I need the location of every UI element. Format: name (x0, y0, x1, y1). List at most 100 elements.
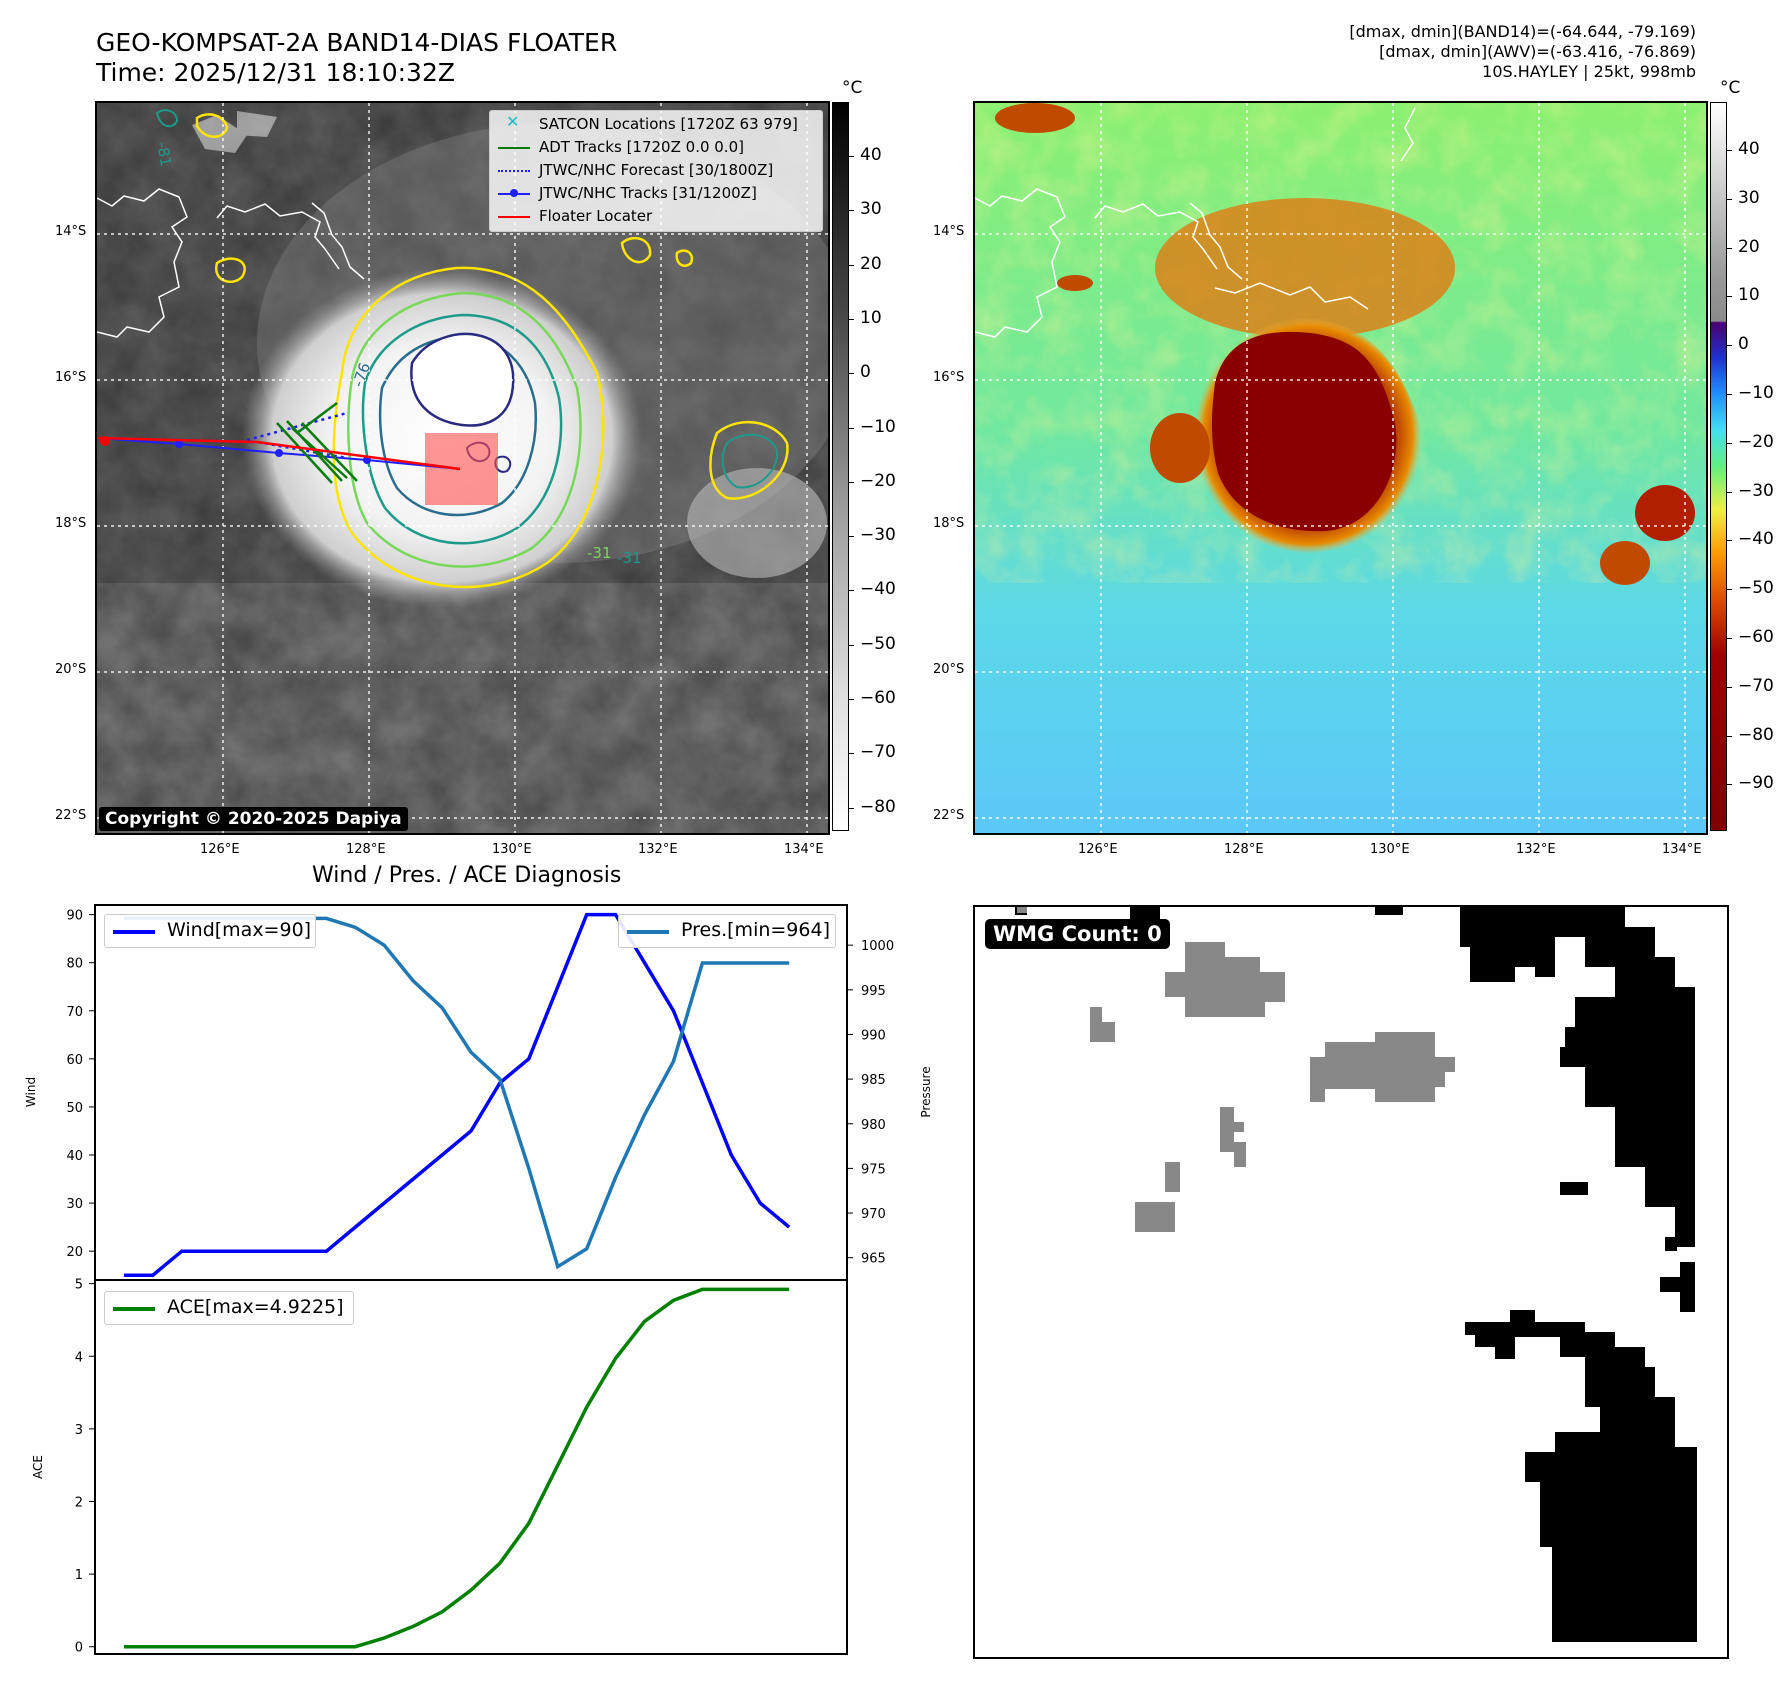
line-swatch-icon (627, 930, 669, 934)
ace-tick-label: 2 (75, 1495, 83, 1510)
wind-legend: Wind[max=90] (104, 914, 316, 948)
gray-colorbar-tick-mark (848, 536, 854, 538)
gray-colorbar-tick: −70 (860, 742, 896, 763)
color-colorbar-tick: −30 (1738, 480, 1774, 501)
color-colorbar-tick: 0 (1738, 334, 1749, 355)
ace-ylabel: ACE (31, 1455, 45, 1479)
color-colorbar-tick: 40 (1738, 139, 1760, 159)
gray-colorbar-tick: 40 (860, 145, 882, 165)
ir-grayscale-map: -76 -31 -31 -81 ✕ SATCON Locations [1720… (95, 101, 830, 835)
gray-colorbar-tick: −20 (860, 470, 896, 491)
floater-box (425, 433, 498, 505)
lon-tick: 132°E (638, 842, 678, 857)
lat-tick: 20°S (55, 662, 87, 677)
gray-colorbar-tick-mark (848, 210, 854, 212)
lon-tick: 134°E (784, 842, 824, 857)
lat-tick: 14°S (933, 224, 965, 239)
gray-colorbar-tick-mark (848, 699, 854, 700)
lon-tick: 130°E (492, 842, 532, 857)
wind-tick-label: 60 (66, 1053, 83, 1068)
lat-tick: 22°S (55, 808, 87, 823)
legend-tracks: JTWC/NHC Tracks [31/1200Z] (490, 183, 822, 205)
dotted-line-swatch-icon (498, 170, 530, 172)
gray-colorbar-tick: −60 (860, 688, 896, 708)
x-marker-icon: ✕ (506, 112, 520, 131)
wmg-count-badge: WMG Count: 0 (985, 919, 1170, 949)
info-band14: [dmax, dmin](BAND14)=(-64.644, -79.169) (1349, 22, 1696, 41)
lat-tick: 18°S (933, 516, 965, 531)
pressure-legend: Pres.[min=964] (618, 914, 836, 948)
ace-axes (94, 1279, 848, 1655)
pressure-tick-label: 965 (861, 1252, 886, 1267)
lat-tick: 16°S (55, 370, 87, 385)
lon-tick: 130°E (1370, 842, 1410, 857)
pressure-tick-label: 990 (861, 1028, 886, 1043)
contour-label: -31 (587, 544, 612, 562)
color-colorbar-tick-mark (1726, 394, 1732, 395)
gray-colorbar-tick: 30 (860, 199, 882, 220)
color-colorbar-tick-mark (1726, 296, 1732, 298)
color-colorbar-tick-mark (1726, 540, 1732, 542)
pressure-ylabel: Pressure (919, 1066, 933, 1117)
color-colorbar-tick-mark (1726, 345, 1732, 347)
gray-colorbar-tick-mark (848, 481, 854, 483)
wind-ylabel: Wind (24, 1077, 38, 1107)
title-line2: Time: 2025/12/31 18:10:32Z (96, 58, 455, 87)
lon-tick: 126°E (200, 842, 240, 857)
info-panel: [dmax, dmin](BAND14)=(-64.644, -79.169) … (1349, 22, 1696, 82)
color-colorbar-tick-mark (1726, 491, 1732, 493)
color-colorbar-tick: −20 (1738, 431, 1774, 452)
info-awv: [dmax, dmin](AWV)=(-63.416, -76.869) (1379, 42, 1696, 61)
wmg-mask-image (1015, 907, 1697, 1642)
pressure-tick-label: 1000 (861, 939, 894, 954)
wind-tick-label: 80 (66, 957, 83, 972)
wind-tick-label: 70 (66, 1005, 83, 1020)
pressure-tick-label: 985 (861, 1073, 886, 1088)
ace-legend: ACE[max=4.9225] (104, 1291, 354, 1325)
pressure-series-line (123, 916, 790, 1270)
color-colorbar-tick: −60 (1738, 627, 1774, 647)
gray-colorbar-tick: −80 (860, 796, 896, 817)
gray-colorbar-tick-mark (848, 264, 854, 266)
color-colorbar-tick-mark (1726, 198, 1732, 200)
ir-grayscale-imagery: -76 -31 -31 -81 (97, 103, 828, 833)
gray-colorbar-tick-mark (848, 156, 854, 157)
wmg-panel: WMG Count: 0 (973, 905, 1729, 1659)
legend-satcon: ✕ SATCON Locations [1720Z 63 979] (506, 112, 798, 133)
line-swatch-icon (113, 930, 155, 934)
ace-ticks: 0 1 2 3 4 5 (75, 1278, 95, 1656)
lon-tick: 128°E (346, 842, 386, 857)
ace-tick-label: 1 (75, 1568, 83, 1583)
title-line1: GEO-KOMPSAT-2A BAND14-DIAS FLOATER (96, 28, 618, 57)
colorbar-unit: °C (842, 78, 863, 98)
pressure-tick-label: 995 (861, 984, 886, 999)
ace-tick-label: 0 (75, 1641, 83, 1656)
colorbar-unit: °C (1720, 78, 1741, 98)
gray-colorbar-tick: 10 (860, 307, 882, 328)
color-colorbar-tick-mark (1726, 589, 1732, 591)
gray-colorbar-tick-mark (848, 644, 854, 646)
gray-colorbar-tick: −40 (860, 579, 896, 600)
legend-forecast: JTWC/NHC Forecast [30/1800Z] (490, 160, 822, 182)
wind-tick-label: 30 (66, 1197, 83, 1212)
wind-ticks: 20 30 40 50 60 70 80 90 (66, 909, 95, 1260)
gray-colorbar-tick: −30 (860, 525, 896, 546)
color-colorbar (1710, 102, 1727, 831)
gray-colorbar-tick-mark (848, 318, 854, 320)
lat-tick: 22°S (933, 808, 965, 823)
gray-colorbar-tick-mark (848, 807, 854, 809)
ace-tick-label: 4 (75, 1350, 83, 1365)
lon-tick: 126°E (1078, 842, 1118, 857)
legend-adt: ADT Tracks [1720Z 0.0 0.0] (490, 137, 822, 159)
color-colorbar-tick-mark (1726, 247, 1732, 249)
wind-tick-label: 40 (66, 1149, 83, 1164)
pressure-tick-label: 970 (861, 1207, 886, 1222)
color-colorbar-tick: −70 (1738, 675, 1774, 696)
color-colorbar-tick: 20 (1738, 236, 1760, 257)
color-colorbar-tick-mark (1726, 784, 1732, 786)
map-legend: ✕ SATCON Locations [1720Z 63 979] ADT Tr… (489, 110, 823, 232)
color-colorbar-tick: −90 (1738, 773, 1774, 794)
wind-series-line (123, 912, 791, 1277)
pressure-tick-label: 980 (861, 1118, 886, 1133)
ir-color-imagery (975, 103, 1706, 833)
